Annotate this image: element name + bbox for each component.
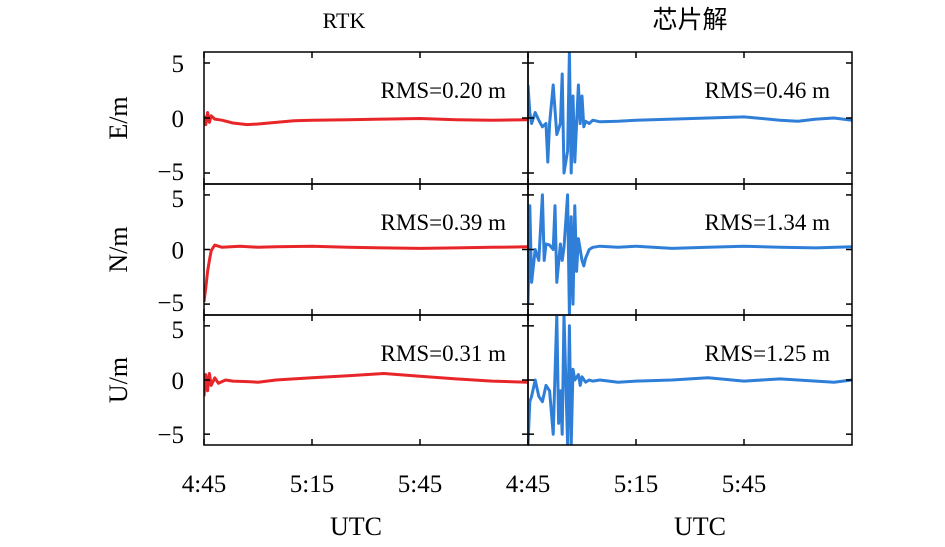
- panel-r0-c1: RMS=0.46 m: [527, 51, 853, 185]
- y-tick-label: 5: [172, 317, 185, 344]
- rms-label: RMS=0.20 m: [381, 78, 507, 103]
- y-tick-label: 5: [172, 51, 185, 78]
- series-line-chip-r1: [528, 193, 852, 315]
- column-title: RTK: [323, 8, 366, 33]
- column-title: 芯片解: [652, 5, 727, 34]
- rms-label: RMS=0.46 m: [705, 78, 831, 103]
- y-tick-label: 0: [172, 238, 185, 265]
- x-tick-label: 5:15: [614, 471, 658, 498]
- rms-label: RMS=0.31 m: [381, 341, 507, 366]
- panel-r2-c1: RMS=1.25 m: [527, 314, 853, 446]
- x-tick-label: 5:45: [398, 471, 442, 498]
- series-line-rtk-r2: [204, 372, 528, 397]
- panel-r2-c0: RMS=0.31 m: [203, 314, 529, 446]
- panel-frame: [203, 183, 529, 316]
- y-axis-label: E/m: [104, 96, 133, 139]
- x-tick-label: 4:45: [506, 471, 550, 498]
- y-tick-label: −5: [157, 159, 184, 186]
- panel-r1-c0: RMS=0.39 m: [203, 183, 529, 316]
- series-line-rtk-r1: [204, 243, 528, 303]
- y-tick-label: 0: [172, 106, 185, 133]
- y-tick-label: 5: [172, 186, 185, 213]
- x-axis-label: UTC: [674, 512, 726, 541]
- y-tick-label: 0: [172, 368, 185, 395]
- y-axis-label: N/m: [104, 226, 133, 272]
- labels-layer: 5 0 −5 E/m 5 0 −5 N/m 5 0 −5 U/m RTK 4:45 5:15 5:45 UTC 芯…: [104, 5, 766, 541]
- series-line-chip-r2: [528, 315, 852, 445]
- x-tick-label: 5:45: [722, 471, 766, 498]
- panel-r1-c1: RMS=1.34 m: [527, 183, 853, 316]
- y-tick-label: −5: [157, 290, 184, 317]
- x-tick-label: 4:45: [182, 471, 226, 498]
- series-line-chip-r0: [528, 52, 852, 175]
- y-tick-label: −5: [157, 422, 184, 449]
- panels-layer: RMS=0.20 m RMS=0.46 m RMS=0.39 m RMS=1.34 m…: [203, 51, 853, 446]
- panel-r0-c0: RMS=0.20 m: [203, 51, 529, 185]
- y-axis-label: U/m: [104, 357, 133, 403]
- rms-label: RMS=1.34 m: [705, 210, 831, 235]
- x-tick-label: 5:15: [290, 471, 334, 498]
- rms-label: RMS=0.39 m: [381, 210, 507, 235]
- rms-label: RMS=1.25 m: [705, 341, 831, 366]
- series-line-rtk-r0: [204, 111, 528, 127]
- x-axis-label: UTC: [330, 512, 382, 541]
